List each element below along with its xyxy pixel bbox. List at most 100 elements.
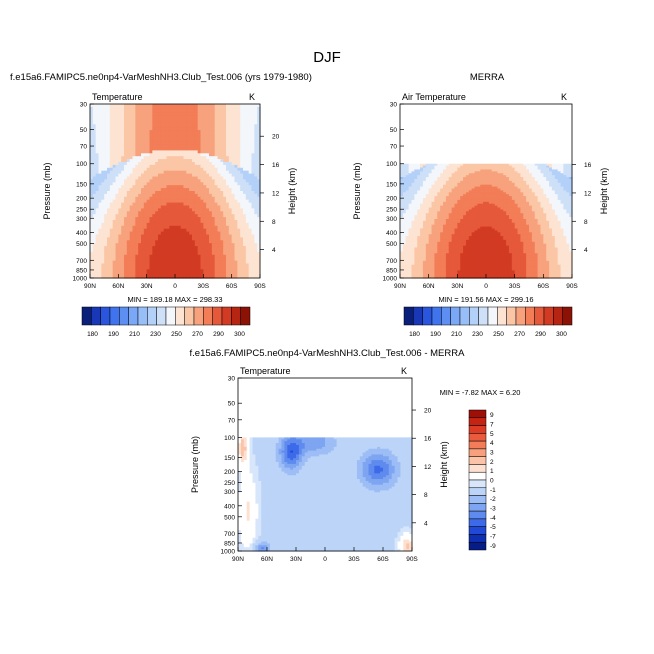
contour-cell xyxy=(92,115,97,120)
contour-cell xyxy=(243,246,247,250)
contour-cell xyxy=(112,124,117,128)
contour-cell xyxy=(254,141,258,146)
contour-cell xyxy=(141,231,145,236)
contour-cell xyxy=(101,115,105,120)
contour-cell xyxy=(175,167,179,172)
contour-cell xyxy=(257,208,261,212)
contour-cell xyxy=(194,211,199,215)
contour-cell xyxy=(251,135,255,140)
contour-cell xyxy=(460,169,464,172)
contour-cell xyxy=(257,205,261,209)
contour-cell xyxy=(124,191,128,195)
contour-cell xyxy=(169,214,173,218)
contour-cell xyxy=(226,173,230,178)
contour-cell xyxy=(234,144,238,149)
contour-cell xyxy=(169,249,173,253)
contour-cell xyxy=(240,225,244,230)
contour-cell xyxy=(183,106,187,111)
contour-cell xyxy=(146,269,151,273)
contour-cell xyxy=(124,196,128,201)
contour-cell xyxy=(245,182,250,186)
contour-cell xyxy=(234,251,238,256)
contour-cell xyxy=(160,246,165,250)
contour-cell xyxy=(254,272,258,276)
contour-cell xyxy=(209,199,213,204)
contour-cell xyxy=(118,118,122,122)
contour-cell xyxy=(471,173,476,176)
contour-cell xyxy=(92,269,97,273)
contour-cell xyxy=(569,175,573,178)
contour-cell xyxy=(132,257,136,262)
contour-cell xyxy=(248,205,253,209)
contour-cell xyxy=(194,240,199,244)
contour-cell xyxy=(245,251,250,256)
contour-cell xyxy=(457,163,461,167)
contour-cell xyxy=(243,214,247,218)
contour-cell xyxy=(254,260,258,265)
contour-cell xyxy=(234,167,238,172)
contour-cell xyxy=(135,196,139,201)
contour-cell xyxy=(200,127,204,131)
contour-cell xyxy=(146,121,151,125)
contour-cell xyxy=(163,164,168,169)
contour-cell xyxy=(214,263,219,267)
contour-cell xyxy=(566,165,570,169)
contour-cell xyxy=(169,130,173,134)
contour-cell xyxy=(121,199,125,204)
contour-cell xyxy=(197,104,202,108)
contour-cell xyxy=(477,173,481,176)
contour-cell xyxy=(245,217,250,221)
contour-cell xyxy=(152,205,156,209)
contour-cell xyxy=(209,251,213,256)
contour-cell xyxy=(240,112,244,117)
contour-cell xyxy=(107,176,111,180)
contour-cell xyxy=(175,254,179,259)
contour-cell xyxy=(129,211,134,215)
contour-cell xyxy=(546,175,550,178)
contour-cell xyxy=(194,135,199,140)
contour-cell xyxy=(109,104,114,108)
contour-cell xyxy=(132,112,136,117)
contour-cell xyxy=(251,156,255,160)
contour-cell xyxy=(194,176,199,180)
contour-cell xyxy=(95,196,100,201)
contour-cell xyxy=(132,167,136,172)
contour-cell xyxy=(231,272,236,276)
contour-cell xyxy=(197,133,202,137)
contour-cell xyxy=(124,257,128,262)
contour-cell xyxy=(155,260,159,265)
contour-cell xyxy=(192,147,196,151)
contour-cell xyxy=(121,237,125,241)
contour-cell xyxy=(95,214,100,218)
contour-cell xyxy=(121,243,125,247)
contour-cell xyxy=(566,163,570,167)
contour-cell xyxy=(251,106,255,111)
contour-cell xyxy=(248,109,253,114)
contour-cell xyxy=(152,208,156,212)
contour-cell xyxy=(166,124,170,128)
contour-cell xyxy=(155,249,159,253)
contour-cell xyxy=(107,164,111,169)
contour-cell xyxy=(197,124,202,128)
contour-cell xyxy=(104,182,108,186)
contour-cell xyxy=(211,199,216,204)
contour-cell xyxy=(214,104,219,108)
contour-cell xyxy=(126,164,131,169)
contour-cell xyxy=(197,179,202,183)
contour-cell xyxy=(141,141,145,146)
contour-cell xyxy=(107,246,111,250)
contour-cell xyxy=(92,124,97,128)
contour-cell xyxy=(101,246,105,250)
contour-cell xyxy=(194,199,199,204)
contour-cell xyxy=(457,171,461,174)
height-tick-label: 4 xyxy=(272,247,276,254)
contour-cell xyxy=(234,240,238,244)
contour-cell xyxy=(237,251,241,256)
contour-cell xyxy=(194,260,199,265)
contour-cell xyxy=(234,173,238,178)
contour-cell xyxy=(251,251,255,256)
contour-cell xyxy=(531,171,536,174)
contour-cell xyxy=(245,144,250,149)
contour-cell xyxy=(486,175,490,178)
contour-cell xyxy=(209,133,213,137)
